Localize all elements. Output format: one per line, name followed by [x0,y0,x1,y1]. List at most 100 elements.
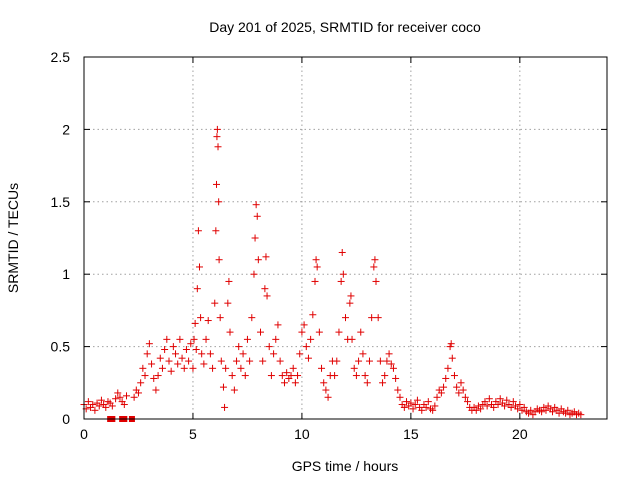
data-point [200,360,208,368]
data-point [424,398,432,406]
data-point [298,328,306,336]
data-point [444,364,452,372]
data-point [134,389,142,397]
data-point [265,343,273,351]
data-point [180,364,188,372]
data-point [137,379,145,387]
data-point [253,212,261,220]
data-point [411,401,419,409]
data-point [226,328,234,336]
data-point [169,343,177,351]
axis-ticks [83,56,607,420]
data-point [348,335,356,343]
data-point [262,253,270,261]
data-point [320,379,328,387]
data-point [195,263,203,271]
data-point [163,335,171,343]
data-point [272,335,280,343]
data-point [182,345,190,353]
data-point [300,321,308,329]
data-point [338,248,346,256]
data-point [190,335,198,343]
data-point [267,372,275,380]
data-point [296,350,304,358]
data-point [102,403,110,411]
data-point [189,364,197,372]
data-point [447,340,455,348]
data-point [143,350,151,358]
data-point [212,227,220,235]
data-point [289,364,297,372]
data-point [225,277,233,285]
data-point [294,372,302,380]
data-point [370,263,378,271]
x-tick-label: 0 [80,426,88,442]
data-point [440,383,448,391]
data-point [187,340,195,348]
data-point [152,386,160,394]
data-point [211,299,219,307]
data-point [193,285,201,293]
data-point [433,393,441,401]
data-point [396,393,404,401]
data-point [213,125,221,133]
data-point [150,374,158,382]
data-point [270,350,278,358]
data-point [376,357,384,365]
data-point [459,386,467,394]
data-point [251,234,259,242]
data-point [381,372,389,380]
y-tick-label: 1.5 [51,194,71,210]
data-point [322,386,330,394]
data-point [287,372,295,380]
data-point [204,317,212,325]
data-point [276,357,284,365]
data-point [302,343,310,351]
data-point [383,357,391,365]
data-point [431,402,439,410]
data-point [379,379,387,387]
data-point [464,398,472,406]
data-point [363,379,371,387]
data-point [228,372,236,380]
data-point [516,401,524,409]
data-point [542,406,550,414]
data-point [350,364,358,372]
data-point [503,396,511,404]
data-point [457,379,465,387]
data-point [224,299,232,307]
data-point [455,389,463,397]
data-point [312,256,320,264]
y-tick-label: 2.5 [51,49,71,65]
data-point [148,360,156,368]
data-point [461,393,469,401]
data-point [324,393,332,401]
y-tick-label: 1 [62,266,70,282]
data-point [97,396,105,404]
data-point [490,403,498,411]
data-point [337,277,345,285]
data-point [501,402,509,410]
data-point [422,403,430,411]
data-point [483,402,491,410]
data-point [442,374,450,382]
data-point [250,270,258,278]
data-point [235,343,243,351]
data-point [472,406,480,414]
y-tick-label: 0 [62,411,70,427]
data-point [241,372,249,380]
data-point [477,405,485,413]
data-point [304,354,312,362]
data-point [91,406,99,414]
y-tick-label: 2 [62,121,70,137]
data-point [215,198,223,206]
data-point [385,350,393,358]
data-point [520,403,528,411]
data-point [154,372,162,380]
data-point [120,401,128,409]
data-point [95,402,103,410]
data-point [374,314,382,322]
data-point [248,314,256,322]
data-point [158,364,166,372]
data-point [130,393,138,401]
